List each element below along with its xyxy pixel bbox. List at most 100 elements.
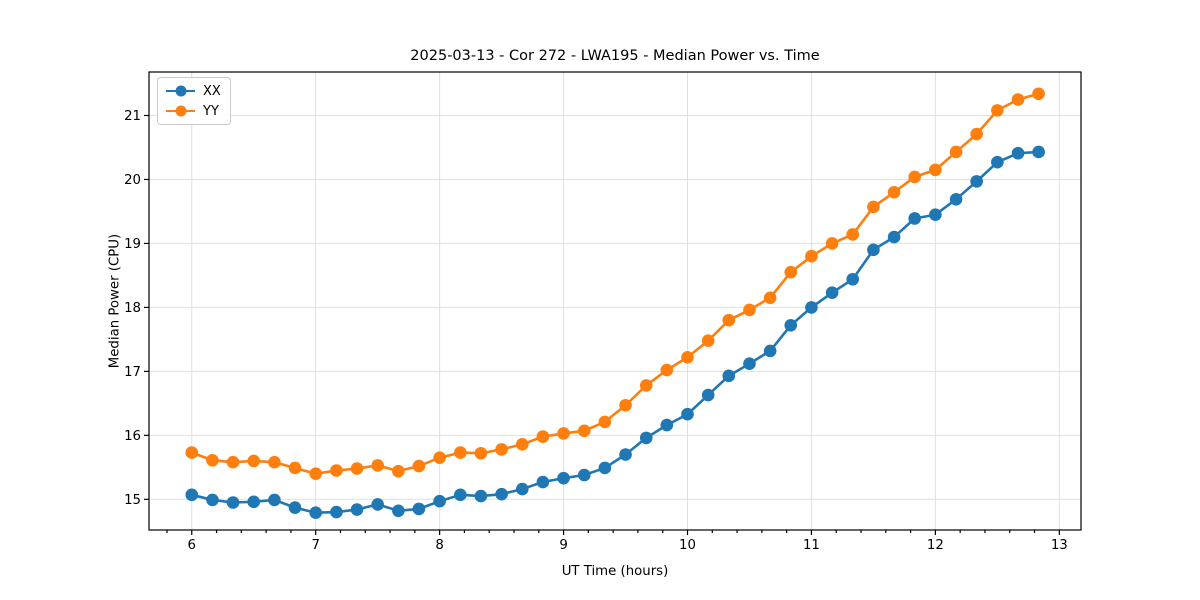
series-yy-point: [1032, 87, 1045, 101]
series-yy-point: [805, 249, 818, 263]
axes-spines: [148, 71, 1082, 531]
x-tick-labels: 6 7 8 9 10 11 12 13: [188, 538, 1068, 553]
series-yy-point: [929, 163, 942, 177]
series-yy-point: [1011, 93, 1025, 106]
y-tick-labels: 15 16 17 18 19 20 21: [124, 109, 141, 508]
series-yy-point: [495, 443, 508, 456]
series-xx-point: [371, 498, 384, 511]
series-xx-point: [598, 461, 612, 475]
x-tick-label: 9: [559, 538, 567, 553]
series-yy-point: [268, 455, 281, 469]
series-yy-point: [991, 104, 1004, 117]
series-xx-point: [536, 475, 550, 489]
series-yy-point: [784, 265, 798, 279]
series-yy-point: [288, 461, 302, 475]
series-yy-point: [454, 446, 467, 459]
series-xx-point: [392, 504, 405, 518]
series-xx-point: [557, 471, 570, 485]
series-xx-point: [701, 388, 715, 402]
series-yy-point: [474, 446, 488, 460]
series-xx-point: [660, 418, 674, 432]
y-tick-label: 19: [124, 237, 141, 252]
series-xx-point: [247, 495, 261, 509]
x-tick-label: 11: [803, 538, 820, 553]
legend-item-yy: YY: [166, 103, 221, 119]
series-yy-point: [619, 398, 632, 412]
legend-marker-icon: [175, 105, 186, 117]
series-yy-point: [247, 454, 261, 468]
series-xx-point: [825, 286, 839, 299]
x-tick-label: 13: [1051, 538, 1068, 553]
series-xx-point: [330, 505, 343, 519]
series-yy-point: [206, 453, 219, 467]
x-tick-label: 10: [679, 538, 696, 553]
series-yy-point: [970, 127, 983, 141]
y-tick-label: 15: [124, 493, 141, 508]
y-tick-label: 18: [124, 301, 141, 316]
legend-line-swatch-xx: [166, 85, 195, 97]
legend-label-yy: YY: [203, 103, 219, 119]
series-yy-point: [701, 334, 715, 347]
series-yy-point: [433, 451, 446, 465]
series-xx-point: [908, 212, 921, 225]
series-xx-point: [867, 243, 880, 257]
series-yy-point: [598, 415, 612, 429]
series-xx-point: [1011, 146, 1025, 160]
series-xx: [185, 145, 1045, 520]
series-yy-point: [908, 170, 921, 184]
series-xx-point: [929, 208, 942, 221]
series-xx-point: [288, 501, 302, 514]
series-yy-point: [949, 145, 963, 159]
series-yy-point: [743, 303, 756, 317]
series-xx-point: [309, 506, 322, 520]
series-yy-point: [763, 291, 777, 305]
y-tick-label: 20: [124, 173, 141, 188]
series-yy-point: [660, 363, 674, 377]
series-xx-point: [846, 272, 860, 286]
series-yy-point: [825, 237, 839, 250]
series-yy-point: [330, 464, 343, 477]
chart-title: 2025-03-13 - Cor 272 - LWA195 - Median P…: [410, 48, 820, 64]
series-yy-point: [887, 185, 901, 199]
series-xx-point: [1032, 145, 1045, 159]
series-yy-point: [515, 437, 529, 451]
series-xx-point: [185, 488, 199, 502]
series-yy-point: [577, 424, 591, 438]
y-tick-label: 16: [124, 429, 141, 444]
x-tick-label: 7: [311, 538, 319, 553]
ticks: [144, 114, 1060, 535]
series-xx-point: [474, 489, 488, 503]
series-yy-point: [226, 455, 240, 469]
series-yy-point: [681, 350, 694, 364]
legend-marker-icon: [175, 85, 186, 97]
series-xx-point: [887, 230, 901, 244]
series-xx-point: [350, 503, 364, 516]
y-tick-label: 17: [124, 365, 141, 380]
series-xx-point: [970, 175, 983, 188]
series-yy: [185, 87, 1045, 481]
x-tick-label: 12: [927, 538, 944, 553]
series-xx-point: [949, 192, 963, 206]
series-xx-point: [226, 496, 240, 509]
series-yy-point: [185, 446, 199, 459]
series-xx-point: [805, 301, 818, 314]
series-xx-point: [577, 468, 591, 482]
series-yy-point: [350, 462, 364, 475]
legend-line-swatch-yy: [166, 105, 195, 117]
series-xx-point: [763, 344, 777, 358]
series-xx-point: [515, 482, 529, 496]
series-xx-point: [412, 502, 426, 516]
series-xx-point: [681, 407, 694, 421]
series-yy-point: [846, 228, 860, 241]
series-yy-point: [392, 464, 405, 478]
series-yy-point: [639, 379, 653, 392]
series-yy-point: [371, 459, 384, 472]
series-yy-point: [536, 430, 550, 443]
grid: [149, 72, 1081, 530]
series-yy-point: [412, 459, 426, 473]
series-xx-point: [743, 357, 756, 370]
series-xx-point: [206, 493, 219, 507]
legend: XX YY: [157, 77, 231, 125]
